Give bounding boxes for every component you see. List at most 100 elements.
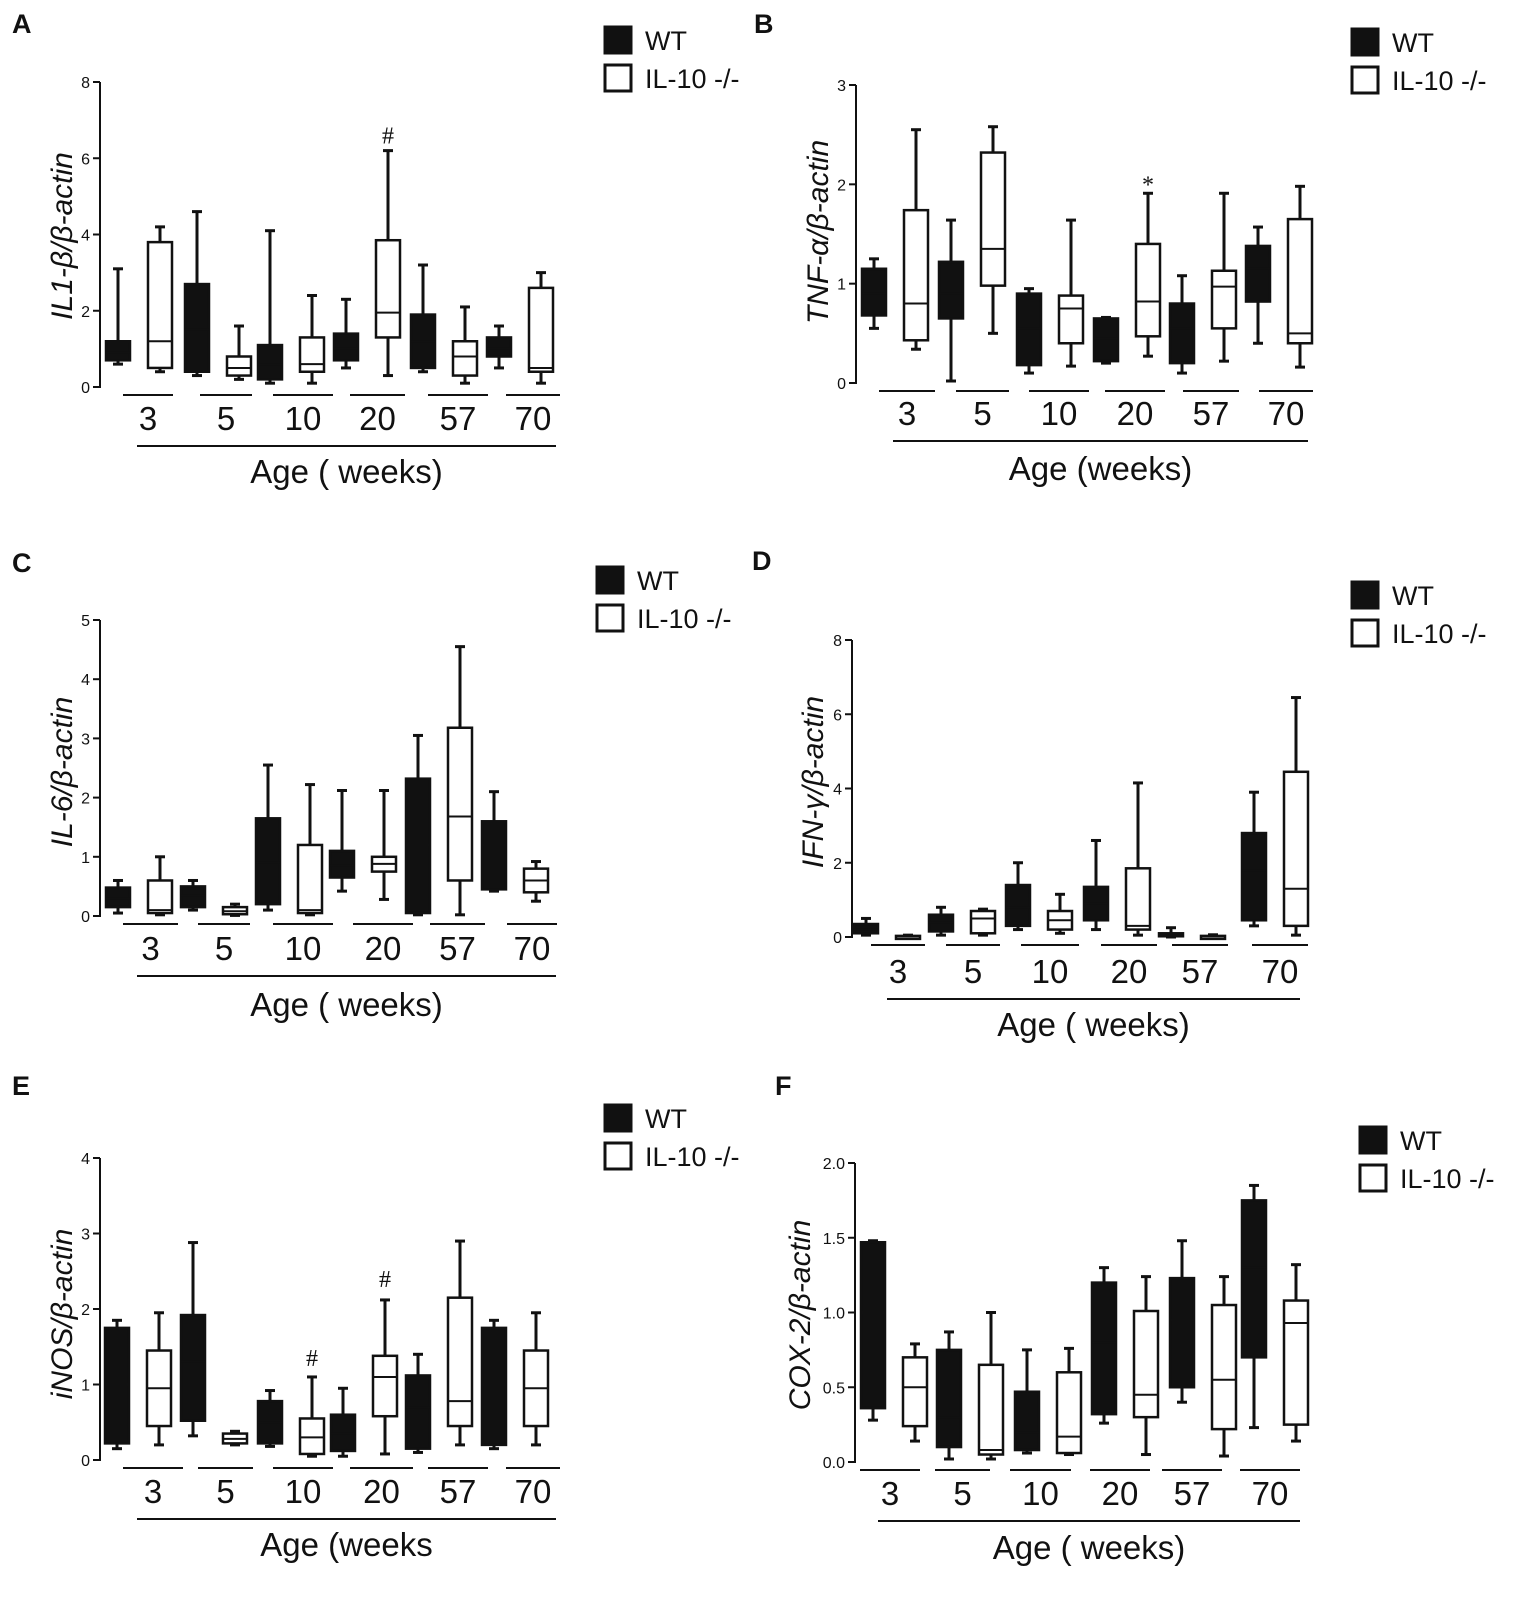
wt-box-3	[104, 267, 132, 366]
x-category-label: 57	[439, 930, 476, 967]
y-tick-label: 2.0	[823, 1156, 845, 1173]
y-tick-label: 1.5	[823, 1231, 845, 1248]
legend-swatch-il10ko	[595, 603, 625, 633]
il10ko-box-70	[527, 271, 555, 385]
box-iqr	[1132, 1309, 1160, 1419]
box-iqr	[1282, 1299, 1310, 1426]
il10ko-box-3	[894, 933, 922, 941]
box-iqr	[1286, 217, 1314, 345]
il10ko-box-3	[146, 855, 174, 917]
il10ko-box-5	[979, 125, 1007, 335]
y-tick-label: 4	[81, 1151, 90, 1168]
box-iqr	[404, 1374, 432, 1450]
x-category-label: 10	[1022, 1475, 1059, 1512]
legend-label-il10ko: IL-10 -/-	[637, 604, 732, 634]
legend-label-wt: WT	[1392, 581, 1434, 611]
box-iqr	[969, 909, 997, 935]
legend: WT IL-10 -/-	[1350, 27, 1487, 96]
y-tick-label: 3	[81, 1227, 90, 1244]
il10ko-box-57	[1199, 933, 1227, 941]
box-iqr	[1210, 269, 1238, 330]
significance-marker: #	[379, 1267, 391, 1293]
x-category-label: 20	[365, 930, 402, 967]
box-iqr	[979, 151, 1007, 287]
box-iqr	[256, 343, 284, 381]
y-tick-label: 6	[81, 151, 90, 168]
wt-box-5	[179, 878, 207, 912]
legend: WT IL-10 -/-	[1358, 1125, 1495, 1194]
wt-box-3	[104, 878, 132, 915]
legend-label-wt: WT	[1400, 1126, 1442, 1156]
box-iqr	[485, 336, 513, 358]
panel-b: B 0 1 2 3 TNF-α/β-actin * 3 5 10 20 57 70 Age (weeks)…	[754, 9, 1487, 487]
wt-box-20	[1082, 838, 1110, 932]
x-category-label: 10	[285, 1473, 322, 1510]
panel-label: F	[775, 1071, 792, 1101]
wt-box-70	[485, 324, 513, 370]
x-category-label: 70	[515, 400, 552, 437]
panel-label: D	[752, 546, 772, 576]
x-axis-label: Age ( weeks)	[997, 1006, 1190, 1043]
il10ko-box-5	[977, 1311, 1005, 1461]
box-iqr	[1134, 242, 1162, 338]
legend-swatch-wt	[603, 25, 633, 55]
y-tick-label: 2	[833, 856, 842, 873]
il10ko-box-57	[446, 1239, 474, 1447]
x-category-label: 70	[1252, 1475, 1289, 1512]
y-tick-label: 0	[81, 909, 90, 926]
box-iqr	[902, 208, 930, 342]
y-tick-label: 3	[81, 731, 90, 748]
il10ko-box-20	[1132, 1275, 1160, 1457]
il10ko-box-3	[146, 225, 174, 374]
wt-box-10	[256, 1389, 284, 1448]
box-iqr	[1013, 1390, 1041, 1452]
legend-label-il10ko: IL-10 -/-	[1392, 66, 1487, 96]
box-iqr	[859, 1240, 887, 1410]
y-tick-label: 8	[81, 75, 90, 92]
box-iqr	[1124, 867, 1152, 931]
box-iqr	[328, 849, 356, 879]
box-iqr	[1168, 1276, 1196, 1389]
significance-marker: #	[382, 123, 394, 149]
box-iqr	[183, 282, 211, 373]
x-axis-label: Age ( weeks)	[250, 453, 443, 490]
y-axis-label: IFN-γ/β-actin	[797, 696, 830, 868]
wt-box-3	[860, 257, 888, 330]
box-iqr	[1168, 302, 1196, 365]
x-category-label: 57	[440, 1473, 477, 1510]
box-iqr	[146, 879, 174, 915]
x-category-label: 57	[440, 400, 477, 437]
y-tick-label: 4	[833, 782, 842, 799]
wt-box-5	[183, 210, 211, 378]
x-category-label: 20	[1102, 1475, 1139, 1512]
x-category-label: 5	[964, 953, 982, 990]
legend-swatch-il10ko	[1350, 618, 1380, 648]
box-iqr	[977, 1363, 1005, 1456]
wt-box-3	[103, 1318, 131, 1451]
x-category-label: 3	[139, 400, 157, 437]
x-category-label: 5	[953, 1475, 971, 1512]
y-tick-label: 0.0	[823, 1455, 845, 1472]
il10ko-box-20	[1124, 781, 1152, 937]
panel-f: F 0.0 0.5 1.0 1.5 2.0 COX-2/β-actin 3 5 10 20 57 70 A…	[775, 1071, 1495, 1566]
il10ko-box-20	[1134, 191, 1162, 358]
y-tick-label: 0	[833, 930, 842, 947]
y-tick-label: 5	[81, 613, 90, 630]
x-category-label: 3	[144, 1473, 162, 1510]
il10ko-box-70	[1286, 184, 1314, 369]
panel-e: E 0 1 2 3 4 iNOS/β-actin # #3 5 10 20 57 70 Age (weeks…	[12, 1071, 740, 1563]
box-iqr	[480, 820, 508, 891]
box-iqr	[446, 726, 474, 882]
box-iqr	[1055, 1371, 1083, 1455]
y-tick-label: 8	[833, 633, 842, 650]
wt-box-70	[1240, 790, 1268, 928]
y-tick-label: 0	[81, 1453, 90, 1470]
x-category-label: 57	[1193, 395, 1230, 432]
box-iqr	[1057, 294, 1085, 345]
box-iqr	[332, 332, 360, 362]
legend-swatch-il10ko	[1358, 1163, 1388, 1193]
legend-swatch-wt	[1350, 580, 1380, 610]
x-axis-label: Age ( weeks)	[250, 986, 443, 1023]
